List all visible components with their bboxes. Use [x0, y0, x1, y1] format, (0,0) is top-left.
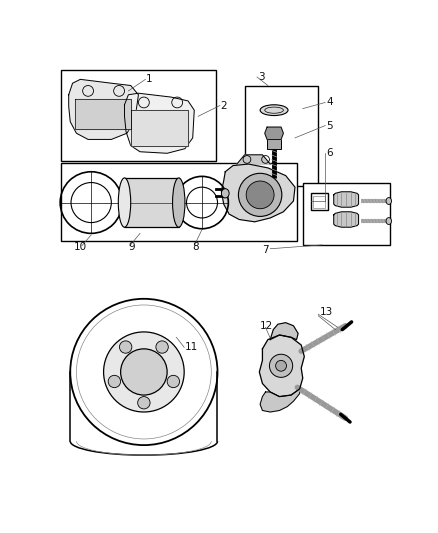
- Text: 3: 3: [258, 72, 265, 82]
- Text: 7: 7: [262, 245, 269, 255]
- Polygon shape: [260, 389, 300, 412]
- Text: 11: 11: [185, 342, 198, 352]
- Polygon shape: [69, 79, 138, 140]
- Text: 12: 12: [260, 321, 273, 331]
- Ellipse shape: [386, 198, 392, 205]
- Bar: [303, 183, 389, 245]
- Text: 4: 4: [326, 98, 332, 108]
- Polygon shape: [334, 212, 359, 227]
- Polygon shape: [259, 335, 304, 397]
- Bar: [267, 127, 281, 149]
- Circle shape: [138, 397, 150, 409]
- Polygon shape: [75, 99, 131, 130]
- Polygon shape: [221, 164, 295, 222]
- Text: 5: 5: [326, 120, 332, 131]
- Text: 2: 2: [221, 101, 227, 110]
- Ellipse shape: [386, 217, 392, 224]
- Ellipse shape: [221, 189, 229, 198]
- Polygon shape: [265, 127, 283, 140]
- Polygon shape: [131, 110, 188, 146]
- Text: 1: 1: [146, 75, 153, 84]
- Polygon shape: [334, 192, 359, 207]
- Bar: [311, 193, 328, 210]
- Polygon shape: [270, 322, 298, 340]
- Text: 13: 13: [320, 307, 333, 317]
- Circle shape: [120, 349, 167, 395]
- Bar: [313, 196, 325, 208]
- Circle shape: [246, 181, 274, 209]
- Circle shape: [103, 332, 184, 412]
- Bar: [245, 85, 318, 185]
- Text: 9: 9: [128, 242, 135, 252]
- Ellipse shape: [173, 178, 185, 227]
- Text: 6: 6: [326, 148, 332, 158]
- Bar: [61, 70, 216, 161]
- Polygon shape: [124, 93, 194, 154]
- Circle shape: [156, 341, 168, 353]
- Ellipse shape: [118, 178, 131, 227]
- Bar: [124, 178, 179, 227]
- Text: 10: 10: [73, 242, 86, 252]
- Circle shape: [276, 360, 286, 371]
- Circle shape: [108, 375, 120, 387]
- Circle shape: [238, 173, 282, 216]
- Text: 8: 8: [193, 242, 199, 252]
- Ellipse shape: [260, 105, 288, 116]
- Circle shape: [269, 354, 293, 377]
- Bar: [61, 163, 297, 241]
- Circle shape: [167, 375, 180, 387]
- Polygon shape: [237, 155, 270, 164]
- Circle shape: [120, 341, 132, 353]
